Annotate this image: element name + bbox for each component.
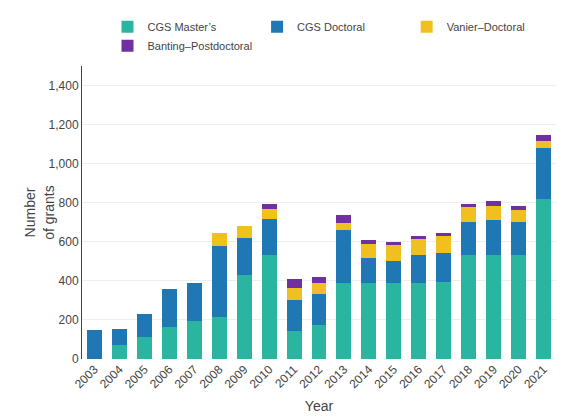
svg-text:2016: 2016	[396, 362, 425, 391]
svg-text:2020: 2020	[496, 362, 525, 391]
svg-text:1,200: 1,200	[49, 118, 79, 132]
svg-text:2017: 2017	[421, 362, 450, 391]
svg-text:2011: 2011	[272, 362, 300, 390]
svg-text:Year: Year	[305, 398, 334, 414]
svg-text:0: 0	[72, 352, 79, 366]
svg-text:800: 800	[59, 196, 79, 210]
svg-text:Banting–Postdoctoral: Banting–Postdoctoral	[148, 40, 253, 52]
svg-text:CGS Master’s: CGS Master’s	[148, 21, 217, 33]
svg-text:2021: 2021	[521, 362, 550, 391]
svg-text:1,000: 1,000	[49, 157, 79, 171]
svg-text:Numberof grants: Numberof grants	[22, 185, 56, 239]
svg-text:1,400: 1,400	[49, 79, 79, 93]
svg-text:600: 600	[59, 235, 79, 249]
svg-text:2008: 2008	[197, 362, 226, 391]
svg-text:2005: 2005	[122, 362, 151, 391]
svg-text:CGS Doctoral: CGS Doctoral	[297, 21, 365, 33]
svg-text:2004: 2004	[97, 362, 126, 391]
svg-text:400: 400	[59, 274, 79, 288]
svg-text:2014: 2014	[346, 362, 375, 391]
svg-text:2013: 2013	[322, 362, 351, 391]
svg-text:2006: 2006	[147, 362, 176, 391]
svg-text:2010: 2010	[247, 362, 276, 391]
svg-text:2015: 2015	[371, 362, 400, 391]
svg-text:2012: 2012	[297, 362, 326, 391]
svg-text:2003: 2003	[72, 362, 101, 391]
svg-text:200: 200	[59, 313, 79, 327]
svg-text:2009: 2009	[222, 362, 251, 391]
svg-text:2007: 2007	[172, 362, 201, 391]
svg-text:2018: 2018	[446, 362, 475, 391]
svg-text:2019: 2019	[471, 362, 500, 391]
svg-text:Vanier–Doctoral: Vanier–Doctoral	[447, 21, 525, 33]
